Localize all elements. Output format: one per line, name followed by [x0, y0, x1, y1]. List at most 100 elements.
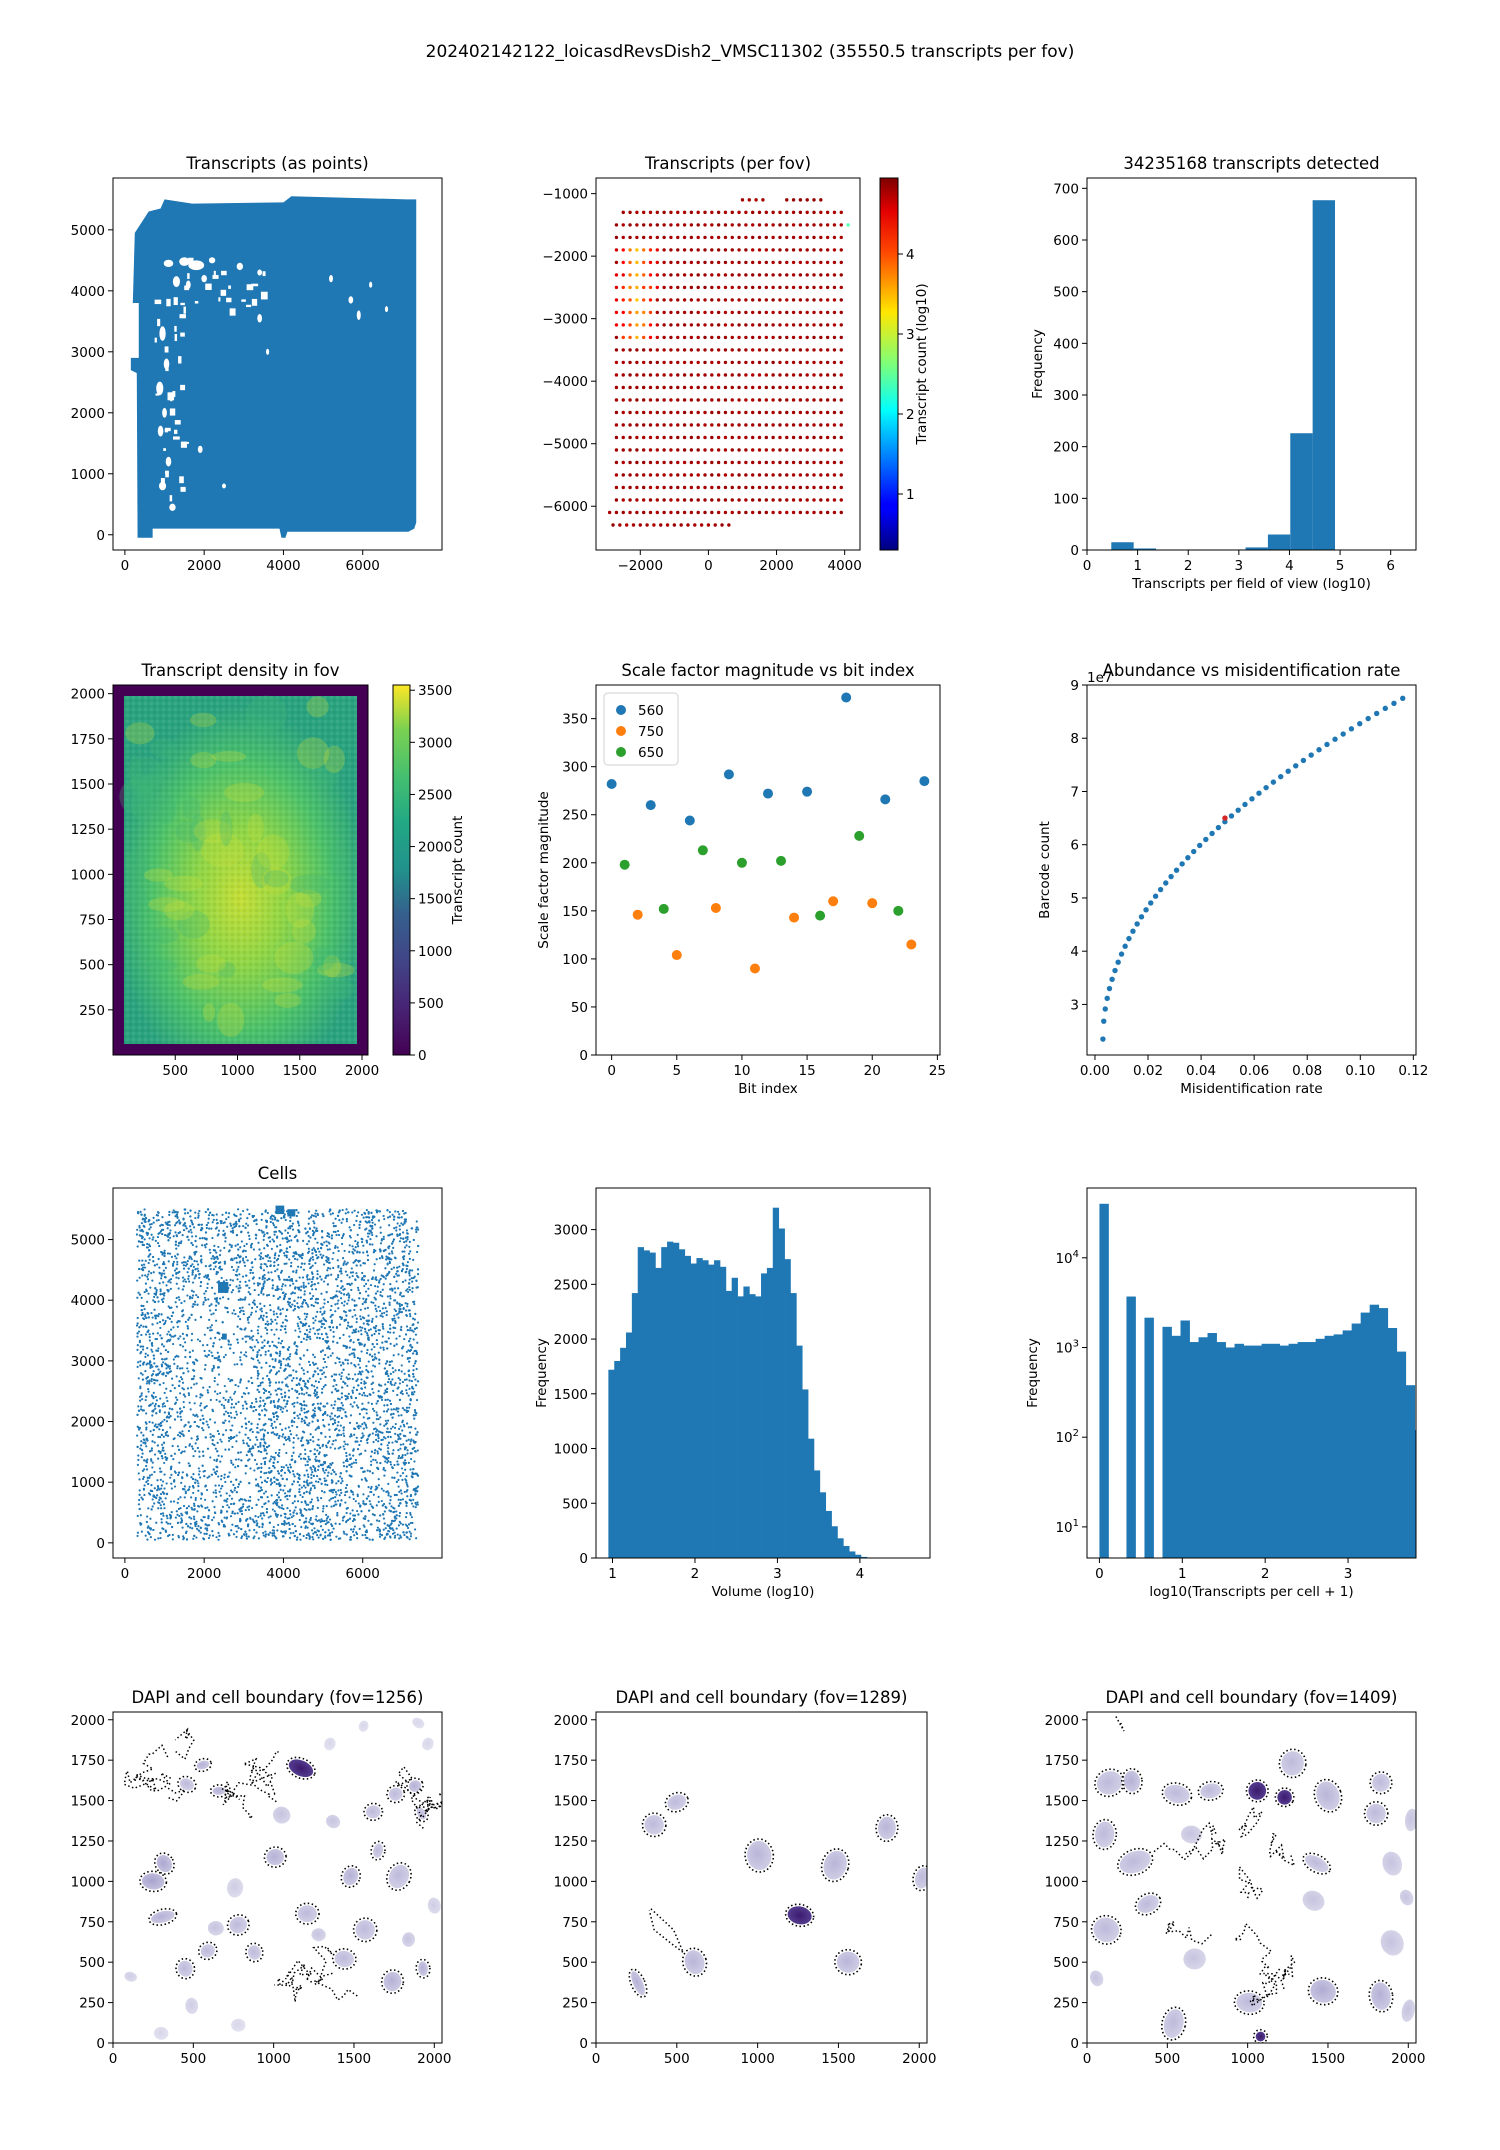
cell-point	[245, 1426, 248, 1430]
cell-point	[334, 1244, 337, 1248]
cell-point	[414, 1501, 417, 1505]
fov-point	[744, 473, 748, 477]
cell-point	[148, 1228, 151, 1231]
cell-point	[150, 1377, 153, 1381]
cell-point	[248, 1303, 251, 1306]
fov-point	[635, 223, 639, 227]
fov-point	[669, 510, 673, 515]
cell-point	[175, 1296, 178, 1300]
cell-point	[282, 1507, 285, 1511]
cell-point	[188, 1485, 191, 1488]
heatmap-blob	[296, 737, 330, 769]
cell-point	[145, 1445, 148, 1448]
cell-point	[233, 1489, 236, 1492]
fov-point	[628, 298, 632, 302]
fov-point	[693, 523, 697, 527]
cell-point	[316, 1427, 319, 1430]
cell-point	[244, 1280, 247, 1283]
fov-point	[641, 510, 646, 515]
cell-point	[300, 1501, 303, 1504]
fov-point	[791, 248, 796, 252]
cell-point	[395, 1280, 398, 1283]
cell-point	[141, 1348, 145, 1351]
fov-point	[621, 423, 625, 427]
fov-point	[703, 423, 707, 427]
cell-point	[413, 1318, 416, 1321]
fov-point	[614, 285, 619, 290]
cell-point	[331, 1531, 334, 1534]
cell-point	[286, 1517, 289, 1520]
fov-point	[764, 398, 769, 402]
cell-point	[328, 1518, 332, 1521]
x-tick-label: 1000	[220, 1063, 254, 1079]
fov-point	[771, 448, 775, 452]
cell-point	[406, 1495, 409, 1498]
cell-point	[346, 1274, 349, 1277]
cell-point	[148, 1420, 151, 1424]
cell-point	[258, 1317, 261, 1320]
cell-point	[338, 1522, 341, 1526]
fov-point	[785, 423, 789, 427]
cell-point	[407, 1394, 410, 1397]
heatmap-blob	[263, 870, 290, 888]
fov-point	[819, 385, 823, 390]
fov-point	[716, 373, 721, 377]
cell-point	[408, 1270, 411, 1273]
cell-point	[266, 1495, 269, 1499]
fov-point	[839, 248, 843, 252]
fov-point	[710, 423, 714, 427]
cell-point	[397, 1377, 400, 1380]
cell-point	[314, 1315, 318, 1318]
cell-point	[176, 1398, 179, 1401]
cell-point	[365, 1408, 368, 1411]
cell-point	[220, 1276, 223, 1280]
cell-point	[255, 1484, 258, 1487]
fov-point	[628, 385, 632, 390]
fov-point	[669, 235, 673, 240]
cell-point	[232, 1463, 235, 1466]
cell-point	[365, 1241, 369, 1244]
fov-point	[703, 235, 707, 240]
cell-point	[271, 1340, 274, 1343]
fov-point	[703, 398, 707, 402]
colorbar-tick-label: 1	[906, 487, 915, 503]
cell-point	[259, 1443, 262, 1447]
cell-point	[177, 1507, 180, 1511]
fov-point	[682, 385, 687, 390]
cell-point	[379, 1309, 382, 1313]
cell-point	[347, 1321, 350, 1324]
fov-point	[723, 460, 728, 465]
tissue-gap	[180, 441, 187, 448]
cell-point	[309, 1236, 312, 1239]
cell-point	[400, 1370, 403, 1373]
fov-point	[791, 398, 796, 402]
cell-point	[256, 1374, 260, 1377]
tissue-gap	[180, 332, 185, 337]
cell-point	[403, 1337, 406, 1341]
cell-point	[410, 1438, 413, 1441]
cell-point	[377, 1332, 381, 1335]
cell-point	[219, 1249, 222, 1252]
cell-point	[371, 1432, 374, 1435]
cell-point	[298, 1392, 301, 1395]
fov-point	[669, 398, 673, 402]
cell-point	[379, 1242, 383, 1245]
fov-point	[730, 485, 734, 490]
cell-point	[137, 1472, 140, 1475]
cell-point	[252, 1537, 255, 1540]
cell-point	[163, 1292, 166, 1295]
cell-point	[358, 1259, 361, 1262]
fov-point	[665, 523, 670, 527]
fov-point	[682, 510, 687, 515]
cell-point	[337, 1249, 340, 1253]
cell-point	[281, 1396, 284, 1399]
cell-point	[415, 1250, 419, 1254]
cell-point	[181, 1345, 185, 1348]
fov-point	[723, 398, 728, 402]
cell-point	[273, 1218, 277, 1221]
fov-point	[689, 248, 694, 252]
cell-point	[277, 1257, 280, 1260]
cell-point	[382, 1237, 385, 1241]
cell-point	[175, 1510, 178, 1513]
scale-point-650	[815, 910, 826, 921]
